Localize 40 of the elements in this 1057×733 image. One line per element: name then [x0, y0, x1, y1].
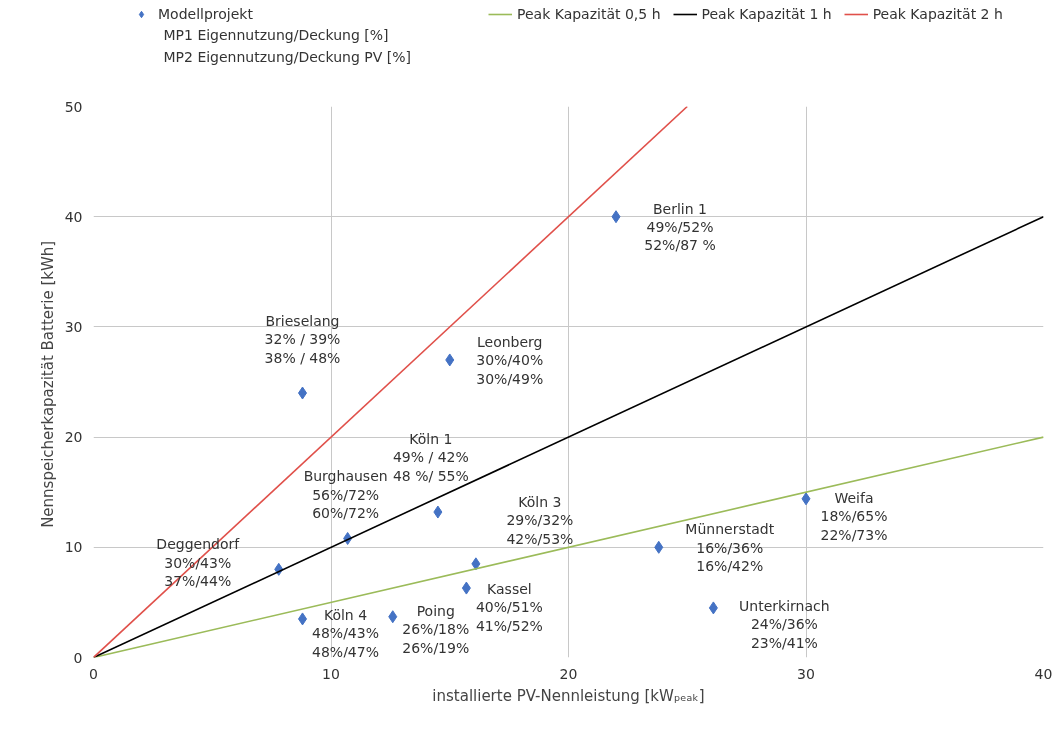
point	[445, 353, 455, 367]
legend-label: Modellprojekt	[158, 6, 253, 22]
point	[388, 610, 398, 624]
y-tick-label: 50	[64, 98, 83, 115]
point	[654, 540, 664, 554]
x-tick-label: 30	[797, 665, 815, 682]
x-tick-label: 0	[89, 665, 98, 682]
annotation: Berlin 1 49%/52% 52%/87 %	[644, 200, 716, 254]
x-axis-title: installierte PV-Nennleistung [kWₚₑₐₖ]	[432, 686, 705, 705]
annotation: Münnerstadt 16%/36% 16%/42%	[685, 521, 775, 575]
annotation: Kassel 40%/51% 41%/52%	[475, 581, 543, 634]
point	[611, 210, 621, 224]
annotation: Leonberg 30%/40% 30%/49%	[476, 333, 544, 387]
y-tick-label: 30	[64, 318, 83, 335]
y-tick-label: 10	[64, 539, 83, 556]
annotation: Brieselang 32% / 39% 38% / 48%	[264, 313, 341, 366]
y-axis-title: Nennspeicherkapazität Batterie [kWh]	[38, 240, 57, 528]
annotation: Köln 1 49% / 42% 48 %/ 55%	[392, 431, 469, 484]
y-tick-label: 0	[73, 649, 83, 666]
text: MP1 Eigennutzung/Deckung [%]	[163, 26, 389, 43]
text: MP2 Eigennutzung/Deckung PV [%]	[163, 48, 411, 65]
point	[471, 557, 481, 571]
legend-label: Peak Kapazität 0,5 h	[517, 6, 661, 22]
x-tick-label: 10	[322, 665, 340, 682]
annotation: Weifa 18%/65% 22%/73%	[820, 489, 888, 543]
annotation: Köln 3 29%/32% 42%/53%	[506, 493, 574, 547]
point	[461, 581, 471, 595]
y-tick-label: 40	[64, 208, 83, 225]
point	[708, 601, 718, 615]
point	[433, 505, 443, 519]
annotation: Burghausen 56%/72% 60%/72%	[303, 468, 388, 522]
legend-label: Peak Kapazität 1 h	[701, 6, 832, 22]
x-tick-label: 40	[1034, 665, 1053, 682]
legend-label: Peak Kapazität 2 h	[872, 6, 1003, 22]
point	[801, 492, 811, 506]
annotation: Köln 4 48%/43% 48%/47%	[312, 606, 379, 660]
x-tick-label: 20	[559, 665, 578, 682]
y-tick-label: 20	[64, 429, 83, 446]
annotation: Poing 26%/18% 26%/19%	[402, 602, 470, 656]
annotation: Unterkirnach 24%/36% 23%/41%	[739, 597, 830, 651]
